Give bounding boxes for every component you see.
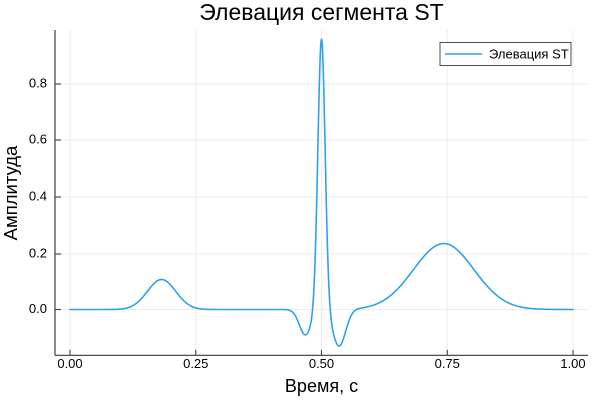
svg-text:0.50: 0.50 (309, 356, 334, 371)
svg-text:0.00: 0.00 (57, 356, 82, 371)
svg-text:0.0: 0.0 (29, 301, 47, 316)
svg-text:1.00: 1.00 (560, 356, 585, 371)
svg-text:Элевация ST: Элевация ST (489, 47, 569, 62)
svg-text:0.2: 0.2 (29, 246, 47, 261)
svg-text:0.25: 0.25 (183, 356, 208, 371)
svg-text:0.75: 0.75 (435, 356, 460, 371)
svg-text:0.4: 0.4 (29, 189, 47, 204)
svg-text:0.8: 0.8 (29, 76, 47, 91)
svg-text:0.6: 0.6 (29, 132, 47, 147)
